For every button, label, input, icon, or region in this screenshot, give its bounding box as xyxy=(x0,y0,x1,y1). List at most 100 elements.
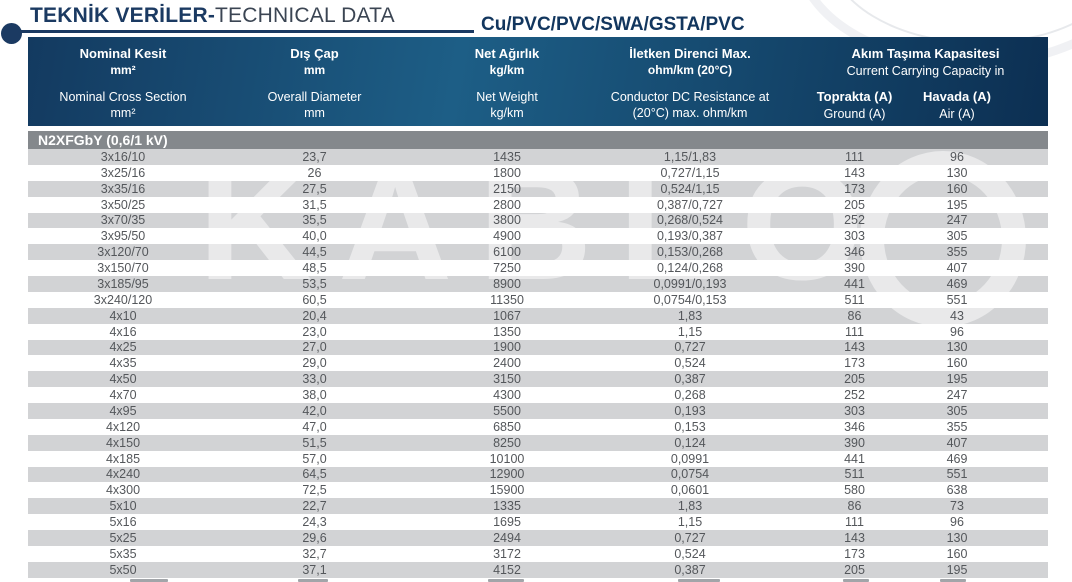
table-cell: 44,5 xyxy=(302,245,327,260)
table-cell: 5x50 xyxy=(109,562,137,577)
table-row: 3x70/35 35,5 3800 0,268/0,524 252 247 xyxy=(28,212,1048,229)
cutoff-mark xyxy=(298,579,328,582)
cutoff-mark xyxy=(488,579,524,582)
table-cell: 355 xyxy=(946,419,968,434)
table-row: 3x25/16 26 1800 0,727/1,15 143 130 xyxy=(28,165,1048,181)
table-cell: 205 xyxy=(844,372,865,387)
table-cell: 40,0 xyxy=(302,229,327,244)
table-cell: 0,524 xyxy=(674,356,706,371)
table-cell: 355 xyxy=(946,245,968,260)
table-cell: 407 xyxy=(946,435,968,450)
table-cell: 580 xyxy=(844,483,865,498)
header-overall-diameter: Overall Diameter mm xyxy=(267,90,362,121)
table-cell: 29,6 xyxy=(302,530,327,545)
table-cell: 407 xyxy=(946,261,968,276)
table-cell: 2494 xyxy=(493,530,521,545)
table-cell: 0,268 xyxy=(674,388,706,403)
table-cell: 3x95/50 xyxy=(100,229,146,244)
table-row: 3x50/25 31,5 2800 0,387/0,727 205 195 xyxy=(28,197,1048,213)
header-akim-tasima-kapasitesi: Akım Taşıma Kapasitesi Current Carrying … xyxy=(846,46,1005,78)
header-nominal-kesit: Nominal Kesit mm² xyxy=(79,46,167,77)
table-cell: 3x185/95 xyxy=(97,276,149,291)
table-row: 4x50 33,0 3150 0,387 205 195 xyxy=(28,371,1048,388)
table-row: 5x50 37,1 4152 0,387 205 195 xyxy=(28,561,1048,578)
table-cell: 3x25/16 xyxy=(100,165,146,180)
table-cell: 305 xyxy=(946,403,968,418)
table-cell: 10100 xyxy=(489,451,525,466)
table-cell: 0,193/0,387 xyxy=(656,229,724,244)
header-iletken-direnci: İletken Direnci Max. ohm/km (20°C) xyxy=(629,46,751,77)
table-cell: 111 xyxy=(844,515,864,530)
table-cell: 42,0 xyxy=(302,403,327,418)
table-cell: 303 xyxy=(844,229,865,244)
cutoff-mark xyxy=(130,579,168,582)
page-title: TEKNİK VERİLER-TECHNICAL DATA xyxy=(30,4,395,28)
table-cell: 205 xyxy=(844,197,865,212)
table-row: 5x25 29,6 2494 0,727 143 130 xyxy=(28,530,1048,546)
table-cell: 24,3 xyxy=(302,515,327,530)
table-cell: 1800 xyxy=(493,165,521,180)
table-cell: 160 xyxy=(946,181,968,196)
table-cell: 0,124 xyxy=(674,435,706,450)
table-cell: 11350 xyxy=(490,292,524,307)
table-cell: 47,0 xyxy=(302,419,327,434)
table-row: 3x150/70 48,5 7250 0,124/0,268 390 407 xyxy=(28,260,1048,276)
table-cell: 111 xyxy=(844,324,864,339)
table-cell: 2400 xyxy=(493,356,521,371)
table-cell: 346 xyxy=(844,245,865,260)
table-cell: 73 xyxy=(950,499,964,514)
table-cell: 5x25 xyxy=(109,530,137,545)
table-cell: 35,5 xyxy=(302,213,327,228)
table-cell: 0,0991 xyxy=(670,451,710,466)
table-cell: 60,5 xyxy=(302,292,327,307)
table-cell: 4152 xyxy=(493,562,521,577)
table-cell: 3x150/70 xyxy=(97,261,149,276)
table-row: 3x35/16 27,5 2150 0,524/1,15 173 160 xyxy=(28,180,1048,197)
table-cell: 4x25 xyxy=(109,340,137,355)
table-cell: 0,0601 xyxy=(670,483,710,498)
table-cell: 3x16/10 xyxy=(100,149,146,164)
table-cell: 20,4 xyxy=(302,308,327,323)
table-cell: 4x150 xyxy=(105,435,141,450)
table-cell: 96 xyxy=(950,515,964,530)
table-cell: 441 xyxy=(844,276,865,291)
table-cell: 3x35/16 xyxy=(100,181,146,196)
table-cell: 130 xyxy=(946,530,968,545)
table-cell: 4x300 xyxy=(105,483,141,498)
table-cell: 3150 xyxy=(493,372,521,387)
table-cell: 551 xyxy=(946,292,968,307)
table-cell: 48,5 xyxy=(302,261,327,276)
table-cell: 2800 xyxy=(493,197,521,212)
table-cell: 1,83 xyxy=(677,308,703,323)
page-title-turkish: TEKNİK VERİLER- xyxy=(30,4,216,27)
table-cell: 1,15 xyxy=(677,324,703,339)
table-cell: 0,268/0,524 xyxy=(656,213,724,228)
table-cell: 4x10 xyxy=(109,308,137,323)
table-row: 4x16 23,0 1350 1,15 111 96 xyxy=(28,324,1048,340)
table-cell: 511 xyxy=(844,292,865,307)
table-cell: 31,5 xyxy=(302,197,327,212)
table-cell: 6850 xyxy=(493,419,521,434)
table-header: Nominal Kesit mm² Dış Çap mm Net Ağırlık… xyxy=(28,37,1048,126)
table-cell: 0,727/1,15 xyxy=(660,165,720,180)
table-row: 3x120/70 44,5 6100 0,153/0,268 346 355 xyxy=(28,244,1048,261)
table-cell: 57,0 xyxy=(302,451,327,466)
table-cell: 7250 xyxy=(493,261,521,276)
table-cell: 3x240/120 xyxy=(93,292,153,307)
table-cell: 96 xyxy=(950,324,964,339)
table-row: 4x35 29,0 2400 0,524 173 160 xyxy=(28,355,1048,371)
table-cell: 51,5 xyxy=(302,435,327,450)
table-cell: 4x50 xyxy=(109,372,137,387)
table-cell: 0,524 xyxy=(674,546,706,561)
table-cell: 23,7 xyxy=(302,149,327,164)
table-row: 5x10 22,7 1335 1,83 86 73 xyxy=(28,498,1048,515)
table-cell: 160 xyxy=(946,546,968,561)
table-cell: 195 xyxy=(946,562,968,577)
table-row: 4x300 72,5 15900 0,0601 580 638 xyxy=(28,482,1048,498)
table-row: 3x240/120 60,5 11350 0,0754/0,153 511 551 xyxy=(28,292,1048,308)
table-cell: 4900 xyxy=(493,229,521,244)
table-cell: 0,0754/0,153 xyxy=(653,292,727,307)
table-cell: 22,7 xyxy=(302,499,327,514)
table-cell: 64,5 xyxy=(302,467,327,482)
table-cell: 160 xyxy=(946,356,968,371)
